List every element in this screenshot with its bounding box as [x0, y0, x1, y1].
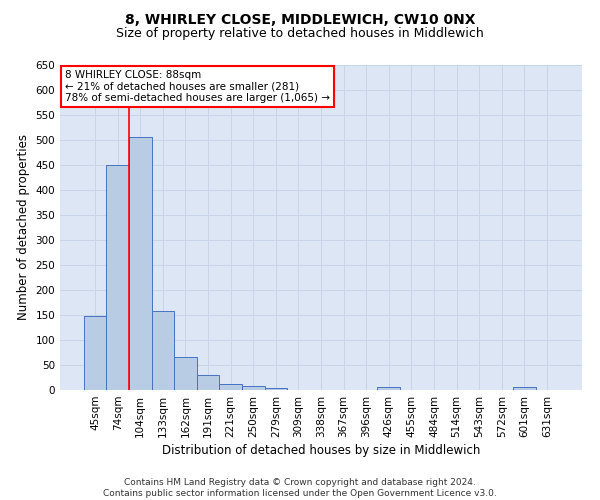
Bar [242, 386, 265, 390]
Y-axis label: Number of detached properties: Number of detached properties [17, 134, 30, 320]
Text: Contains HM Land Registry data © Crown copyright and database right 2024.
Contai: Contains HM Land Registry data © Crown c… [103, 478, 497, 498]
X-axis label: Distribution of detached houses by size in Middlewich: Distribution of detached houses by size … [162, 444, 480, 457]
Bar [84, 316, 106, 390]
Text: 8 WHIRLEY CLOSE: 88sqm
← 21% of detached houses are smaller (281)
78% of semi-de: 8 WHIRLEY CLOSE: 88sqm ← 21% of detached… [65, 70, 330, 103]
Bar [377, 387, 400, 390]
Bar [513, 387, 536, 390]
Bar [129, 136, 152, 390]
Text: Size of property relative to detached houses in Middlewich: Size of property relative to detached ho… [116, 28, 484, 40]
Bar [174, 356, 197, 390]
Bar [152, 311, 174, 390]
Bar [265, 388, 287, 390]
Text: 8, WHIRLEY CLOSE, MIDDLEWICH, CW10 0NX: 8, WHIRLEY CLOSE, MIDDLEWICH, CW10 0NX [125, 12, 475, 26]
Bar [197, 375, 220, 390]
Bar [106, 165, 129, 390]
Bar [220, 384, 242, 390]
